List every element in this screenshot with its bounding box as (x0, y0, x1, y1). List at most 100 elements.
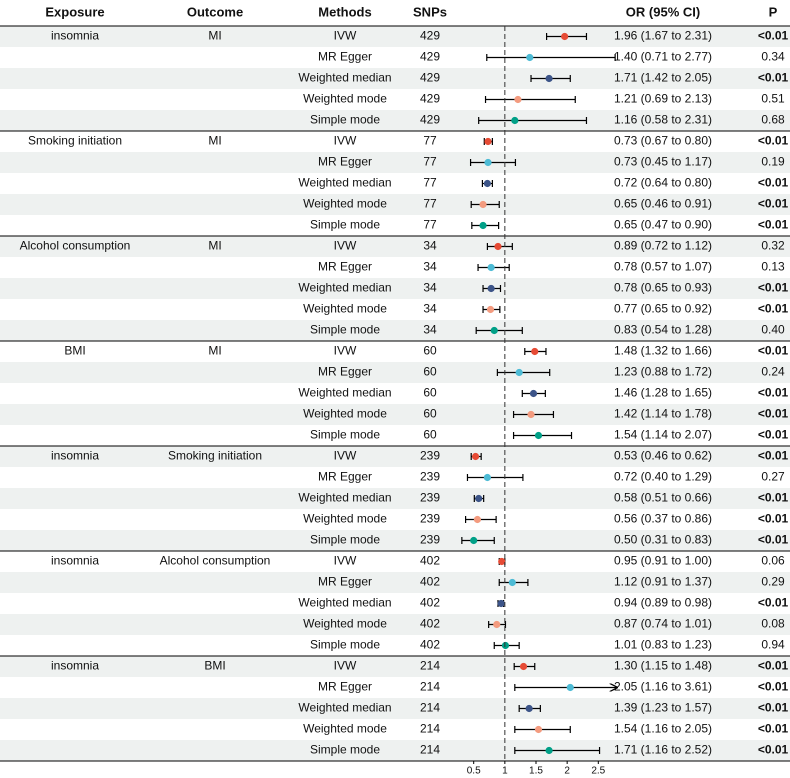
row-shade (0, 488, 790, 509)
or-point (471, 452, 480, 461)
snps: 34 (423, 281, 437, 295)
snps: 60 (423, 344, 437, 358)
p-value: 0.19 (761, 155, 785, 169)
p-value: 0.40 (761, 323, 785, 337)
column-header: OR (95% CI) (626, 4, 700, 19)
p-value: <0.01 (758, 29, 789, 43)
or-point (531, 347, 539, 356)
outcome: MI (208, 134, 221, 148)
p-value: <0.01 (758, 71, 789, 85)
or-point (470, 536, 478, 545)
or-ci: 2.05 (1.16 to 3.61) (614, 680, 712, 694)
or-point (493, 620, 501, 629)
row-shade (0, 110, 790, 131)
snps: 402 (420, 617, 440, 631)
exposure: insomnia (51, 29, 99, 43)
method: IVW (334, 29, 357, 43)
p-value: <0.01 (758, 701, 789, 715)
row-shade (0, 278, 790, 299)
snps: 239 (420, 533, 440, 547)
method: Weighted median (298, 176, 391, 190)
snps: 77 (423, 176, 437, 190)
p-value: <0.01 (758, 344, 789, 358)
p-value: 0.13 (761, 260, 785, 274)
snps: 34 (423, 260, 437, 274)
p-value: <0.01 (758, 176, 789, 190)
outcome: MI (208, 239, 221, 253)
or-point (529, 389, 538, 398)
method: Simple mode (310, 428, 380, 442)
snps: 60 (423, 428, 437, 442)
method: MR Egger (318, 50, 372, 64)
method: Weighted median (298, 491, 391, 505)
snps: 429 (420, 113, 440, 127)
exposure: insomnia (51, 449, 99, 463)
snps: 60 (423, 407, 437, 421)
method: Weighted median (298, 281, 391, 295)
or-ci: 1.48 (1.32 to 1.66) (614, 344, 712, 358)
method: MR Egger (318, 365, 372, 379)
or-point (473, 515, 482, 524)
method: MR Egger (318, 680, 372, 694)
column-header: Exposure (45, 4, 104, 19)
snps: 77 (423, 134, 437, 148)
snps: 429 (420, 71, 440, 85)
outcome: MI (208, 344, 221, 358)
or-ci: 1.46 (1.28 to 1.65) (614, 386, 712, 400)
p-value: <0.01 (758, 659, 789, 673)
column-header: Methods (318, 4, 371, 19)
p-value: <0.01 (758, 491, 789, 505)
row-shade (0, 152, 790, 173)
or-point (487, 284, 495, 293)
or-ci: 1.54 (1.14 to 2.07) (614, 428, 712, 442)
x-tick-label: 0.5 (467, 766, 481, 777)
method: IVW (334, 239, 357, 253)
method: MR Egger (318, 470, 372, 484)
p-value: <0.01 (758, 386, 789, 400)
snps: 34 (423, 323, 437, 337)
or-ci: 1.54 (1.16 to 2.05) (614, 722, 712, 736)
p-value: 0.34 (761, 50, 785, 64)
or-point (525, 704, 533, 713)
method: Weighted median (298, 596, 391, 610)
or-ci: 0.58 (0.51 to 0.66) (614, 491, 712, 505)
column-header: P (769, 4, 778, 19)
snps: 239 (420, 491, 440, 505)
row-shade (0, 362, 790, 383)
or-ci: 0.50 (0.31 to 0.83) (614, 533, 712, 547)
row-shade (0, 26, 790, 47)
or-point (534, 725, 543, 734)
method: Weighted mode (303, 302, 387, 316)
snps: 60 (423, 386, 437, 400)
p-value: <0.01 (758, 407, 789, 421)
column-header: Outcome (187, 4, 243, 19)
p-value: <0.01 (758, 134, 789, 148)
row-shade (0, 656, 790, 677)
method: Simple mode (310, 533, 380, 547)
row-shade (0, 614, 790, 635)
p-value: 0.24 (761, 365, 785, 379)
or-point (545, 746, 553, 755)
or-ci: 0.95 (0.91 to 1.00) (614, 554, 712, 568)
or-point (534, 431, 543, 440)
or-point (508, 578, 516, 587)
snps: 214 (420, 722, 440, 736)
or-ci: 1.21 (0.69 to 2.13) (614, 92, 712, 106)
x-tick-label: 2.5 (591, 766, 605, 777)
or-point (497, 599, 505, 608)
or-point (479, 221, 487, 230)
or-point (519, 662, 528, 671)
method: IVW (334, 449, 357, 463)
p-value: <0.01 (758, 428, 789, 442)
p-value: <0.01 (758, 722, 789, 736)
p-value: <0.01 (758, 533, 789, 547)
p-value: <0.01 (758, 302, 789, 316)
or-ci: 1.71 (1.42 to 2.05) (614, 71, 712, 85)
method: Weighted mode (303, 197, 387, 211)
row-shade (0, 698, 790, 719)
snps: 214 (420, 743, 440, 757)
row-shade (0, 320, 790, 341)
p-value: 0.51 (761, 92, 785, 106)
p-value: <0.01 (758, 218, 789, 232)
